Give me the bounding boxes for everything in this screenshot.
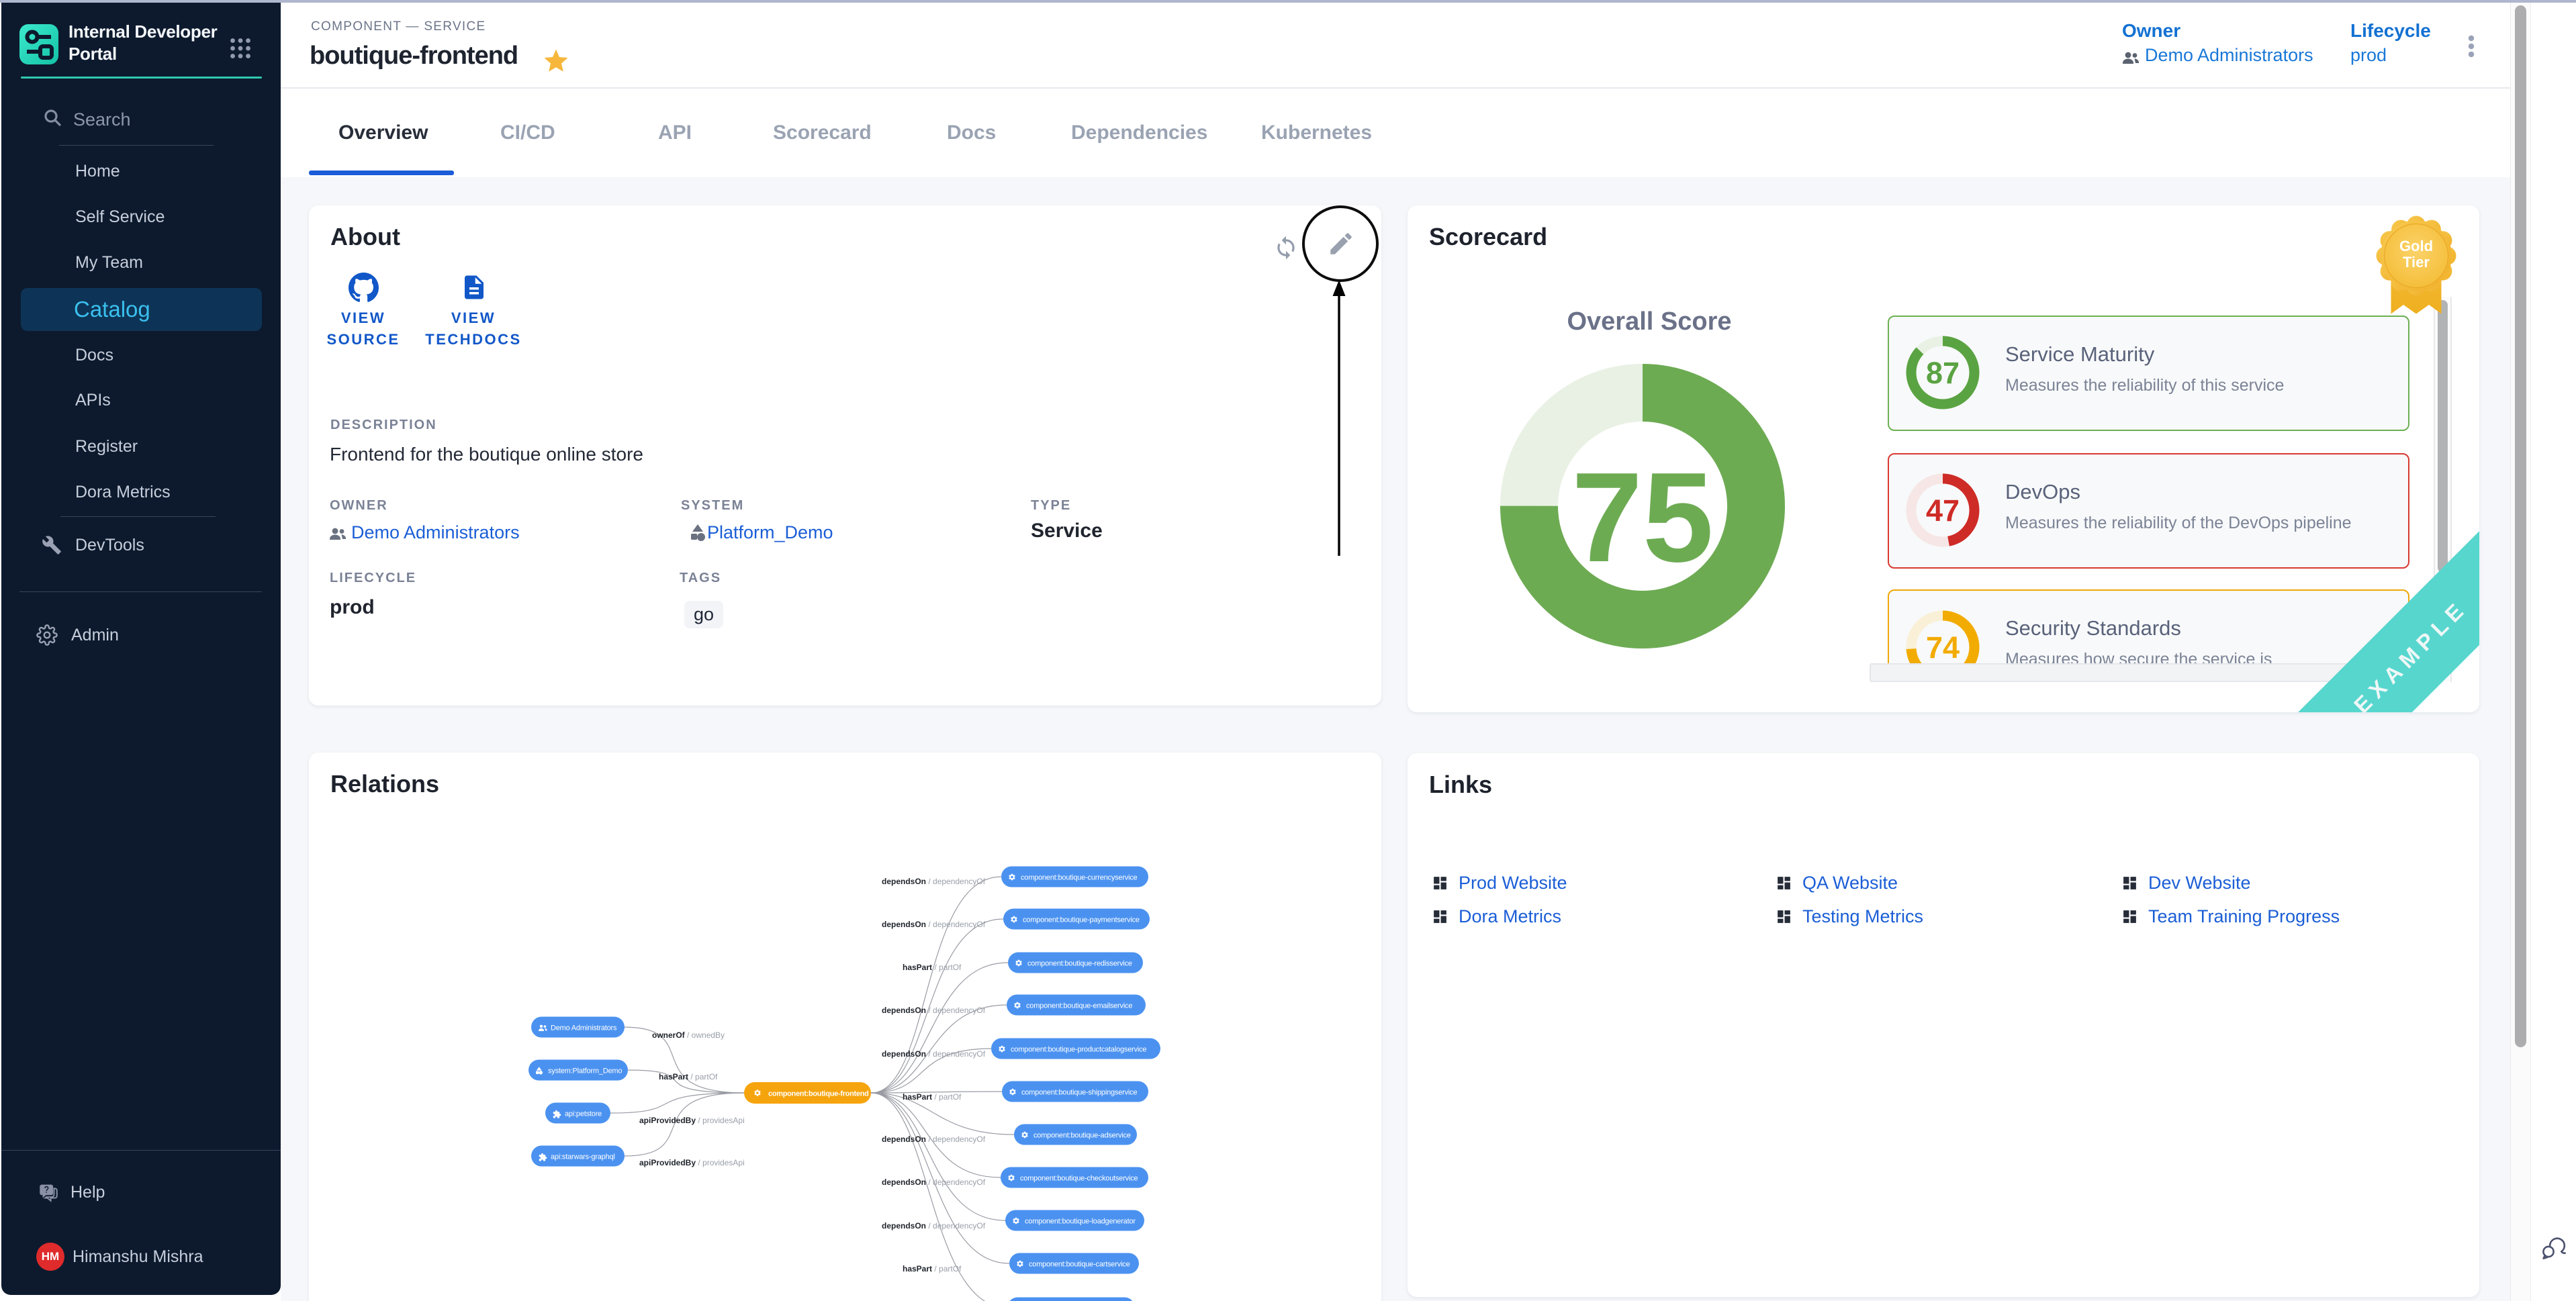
svg-text:apiProvidedBy / providesApi: apiProvidedBy / providesApi — [639, 1158, 745, 1167]
svg-text:dependsOn / dependencyOf: dependsOn / dependencyOf — [882, 877, 986, 886]
svg-text:hasPart / partOf: hasPart / partOf — [903, 1092, 962, 1102]
svg-text:87: 87 — [1926, 356, 1960, 390]
svg-text:dependsOn / dependencyOf: dependsOn / dependencyOf — [882, 1135, 986, 1144]
svg-text:api:starwars-graphql: api:starwars-graphql — [551, 1153, 615, 1161]
svg-text:dependsOn / dependencyOf: dependsOn / dependencyOf — [882, 1177, 986, 1187]
svg-text:component:boutique-loadgenerat: component:boutique-loadgenerator — [1025, 1218, 1136, 1226]
svg-text:component:boutique-shippingser: component:boutique-shippingservice — [1021, 1089, 1137, 1097]
svg-text:component:boutique-cartservice: component:boutique-cartservice — [1029, 1261, 1130, 1269]
svg-text:Demo Administrators: Demo Administrators — [551, 1024, 617, 1032]
svg-text:74: 74 — [1926, 630, 1960, 665]
svg-text:dependsOn / dependencyOf: dependsOn / dependencyOf — [882, 1221, 986, 1231]
svg-text:75: 75 — [1571, 446, 1713, 589]
svg-text:dependsOn / dependencyOf: dependsOn / dependencyOf — [882, 920, 986, 929]
svg-text:hasPart / partOf: hasPart / partOf — [903, 1264, 962, 1273]
svg-text:component:boutique-paymentserv: component:boutique-paymentservice — [1023, 916, 1140, 924]
svg-text:47: 47 — [1926, 493, 1960, 528]
svg-text:hasPart / partOf: hasPart / partOf — [903, 963, 962, 972]
svg-text:hasPart / partOf: hasPart / partOf — [659, 1072, 718, 1081]
svg-text:apiProvidedBy / providesApi: apiProvidedBy / providesApi — [639, 1116, 745, 1125]
svg-text:dependsOn / dependencyOf: dependsOn / dependencyOf — [882, 1006, 986, 1015]
svg-text:api:petstore: api:petstore — [565, 1110, 602, 1118]
svg-text:dependsOn / dependencyOf: dependsOn / dependencyOf — [882, 1049, 986, 1059]
svg-text:component:boutique-emailservic: component:boutique-emailservice — [1026, 1002, 1132, 1010]
svg-text:component:boutique-adservice: component:boutique-adservice — [1033, 1132, 1131, 1140]
svg-text:component:boutique-currencyser: component:boutique-currencyservice — [1021, 874, 1138, 882]
svg-text:Tier: Tier — [2403, 254, 2430, 271]
svg-text:component:boutique-checkoutser: component:boutique-checkoutservice — [1020, 1175, 1138, 1183]
svg-text:component:boutique-frontend: component:boutique-frontend — [768, 1090, 869, 1098]
svg-text:component:boutique-productcata: component:boutique-productcatalogservice — [1011, 1046, 1146, 1054]
svg-text:Gold: Gold — [2399, 238, 2433, 254]
svg-text:system:Platform_Demo: system:Platform_Demo — [548, 1067, 622, 1075]
svg-text:component:boutique-redisservic: component:boutique-redisservice — [1027, 960, 1132, 968]
svg-text:ownerOf / ownedBy: ownerOf / ownedBy — [652, 1030, 725, 1040]
